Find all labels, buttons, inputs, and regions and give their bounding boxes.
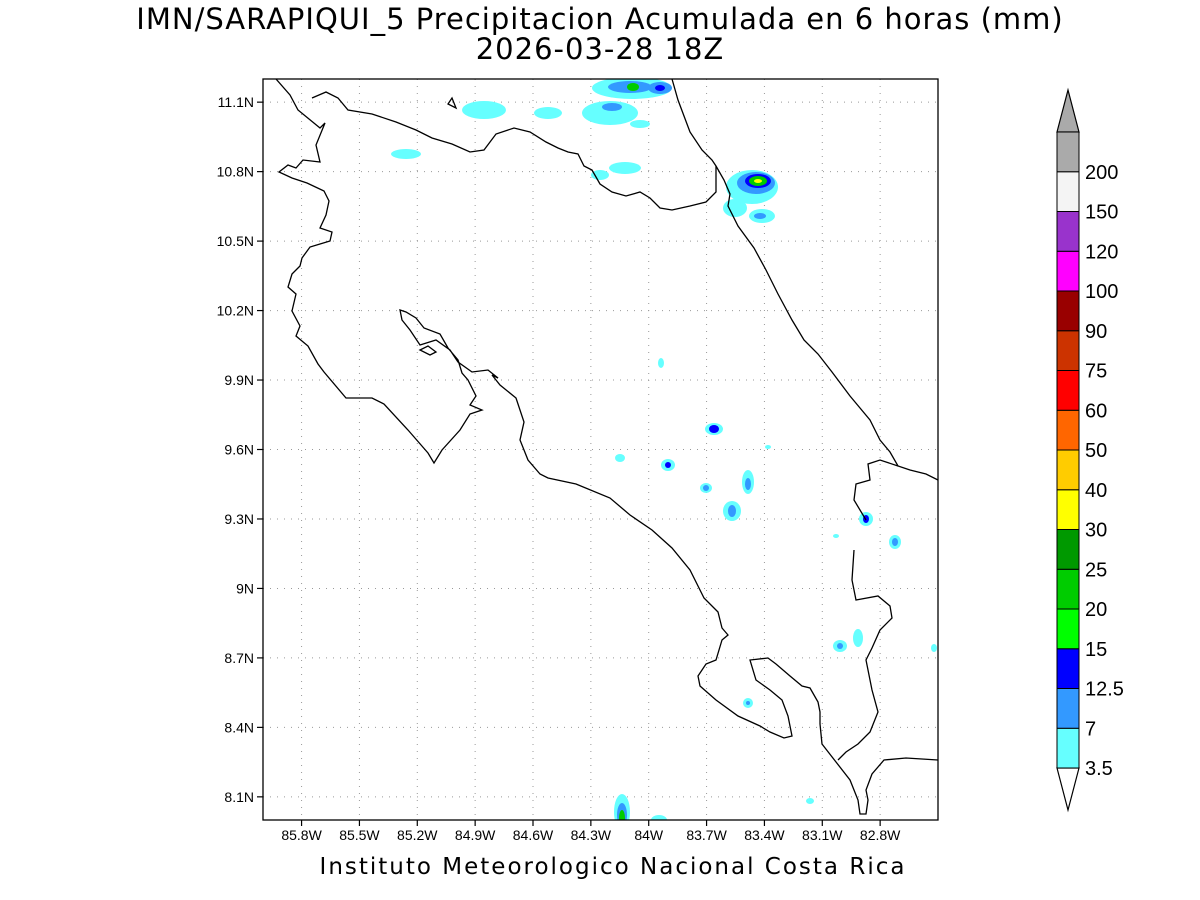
map-content (275, 79, 938, 820)
precip-cell-bottom (614, 794, 667, 820)
lon-label: 84.9W (455, 827, 496, 843)
island-san-lucas (418, 345, 438, 356)
island-caribbean-cay (447, 96, 458, 110)
colorbar-level-label: 100 (1085, 281, 1118, 303)
coastlines (275, 79, 938, 815)
precipitation-areas (391, 79, 937, 820)
lon-label: 83.4W (744, 827, 785, 843)
coast-pacific-north (275, 79, 499, 465)
colorbar-segment (1056, 131, 1080, 173)
lat-label: 10.2N (217, 303, 254, 319)
latitude-labels: 11.1N 10.8N 10.5N 10.2N 9.9N 9.6N 9.3N 9N 8.7N 8.… (217, 94, 254, 805)
colorbar-segment (1056, 330, 1080, 371)
colorbar-level-label: 30 (1085, 520, 1107, 542)
colorbar-segment (1056, 449, 1080, 491)
map-title: IMN/SARAPIQUI_5 Precipitacion Acumulada … (136, 2, 1064, 36)
colorbar-segment (1056, 568, 1080, 610)
colorbar-level-label: 12.5 (1085, 679, 1124, 701)
lon-label: 84W (634, 827, 664, 843)
colorbar-level-label: 3.5 (1085, 758, 1113, 780)
colorbar-segment (1056, 529, 1080, 570)
lat-label: 8.7N (224, 650, 254, 666)
lat-label: 10.5N (217, 233, 254, 249)
precip-cell-small-north (391, 101, 650, 180)
lat-label: 9.6N (224, 442, 254, 458)
colorbar-segment (1056, 688, 1080, 729)
lon-label: 82.8W (860, 827, 901, 843)
colorbar-level-label: 25 (1085, 559, 1107, 581)
colorbar-segment (1056, 171, 1080, 212)
coast-caribbean (671, 79, 938, 481)
border-panama (853, 459, 899, 521)
lat-label: 8.4N (224, 719, 254, 735)
colorbar-segment (1056, 409, 1080, 451)
lon-label: 85.8W (281, 827, 322, 843)
colorbar-level-label: 60 (1085, 400, 1107, 422)
colorbar: 3.5 7 12.5 15 20 25 30 40 50 60 75 90 100 120 150 200 (1056, 87, 1124, 813)
precip-cell-caribbean (723, 170, 778, 223)
colorbar-segment (1056, 211, 1080, 252)
colorbar-level-label: 120 (1085, 241, 1118, 263)
colorbar-segment (1056, 727, 1080, 769)
lat-label: 9N (236, 580, 254, 596)
colorbar-segment (1056, 370, 1080, 411)
lon-label: 85.2W (397, 827, 438, 843)
lon-label: 84.6W (513, 827, 554, 843)
colorbar-segment (1056, 608, 1080, 650)
colorbar-segment (1056, 648, 1080, 689)
colorbar-level-label: 75 (1085, 361, 1107, 383)
colorbar-level-label: 7 (1085, 718, 1096, 740)
grid-lines (263, 79, 938, 820)
lat-label: 8.1N (224, 789, 254, 805)
map-datetime: 2026-03-28 18Z (475, 32, 725, 66)
lat-label: 10.8N (217, 164, 254, 180)
lat-label: 9.9N (224, 372, 254, 388)
colorbar-under-triangle (1056, 767, 1080, 813)
lon-label: 83.1W (802, 827, 843, 843)
colorbar-segment (1056, 489, 1080, 530)
colorbar-segment (1056, 250, 1080, 292)
colorbar-level-label: 90 (1085, 321, 1107, 343)
lon-label: 83.7W (686, 827, 727, 843)
colorbar-level-label: 15 (1085, 639, 1107, 661)
colorbar-segment (1056, 290, 1080, 332)
colorbar-level-label: 40 (1085, 480, 1107, 502)
lat-label: 11.1N (218, 94, 254, 110)
colorbar-over-triangle (1056, 87, 1080, 133)
footer-institution: Instituto Meteorologico Nacional Costa R… (319, 854, 907, 880)
lat-label: 9.3N (224, 511, 254, 527)
precip-cell-nicaragua-north (582, 79, 672, 125)
precip-cell-central (615, 358, 771, 521)
coast-pacific-central (491, 374, 938, 815)
colorbar-level-label: 20 (1085, 599, 1107, 621)
map-frame (262, 78, 939, 821)
longitude-labels: 85.8W 85.5W 85.2W 84.9W 84.6W 84.3W 84W 83.7W 83… (281, 827, 901, 843)
lon-label: 84.3W (571, 827, 612, 843)
colorbar-level-label: 50 (1085, 440, 1107, 462)
colorbar-level-label: 150 (1085, 202, 1118, 224)
axis-ticks (257, 101, 881, 826)
colorbar-level-label: 200 (1085, 162, 1118, 184)
border-nicaragua (311, 91, 717, 211)
lon-label: 85.5W (339, 827, 380, 843)
coast-panama-south (837, 549, 893, 761)
